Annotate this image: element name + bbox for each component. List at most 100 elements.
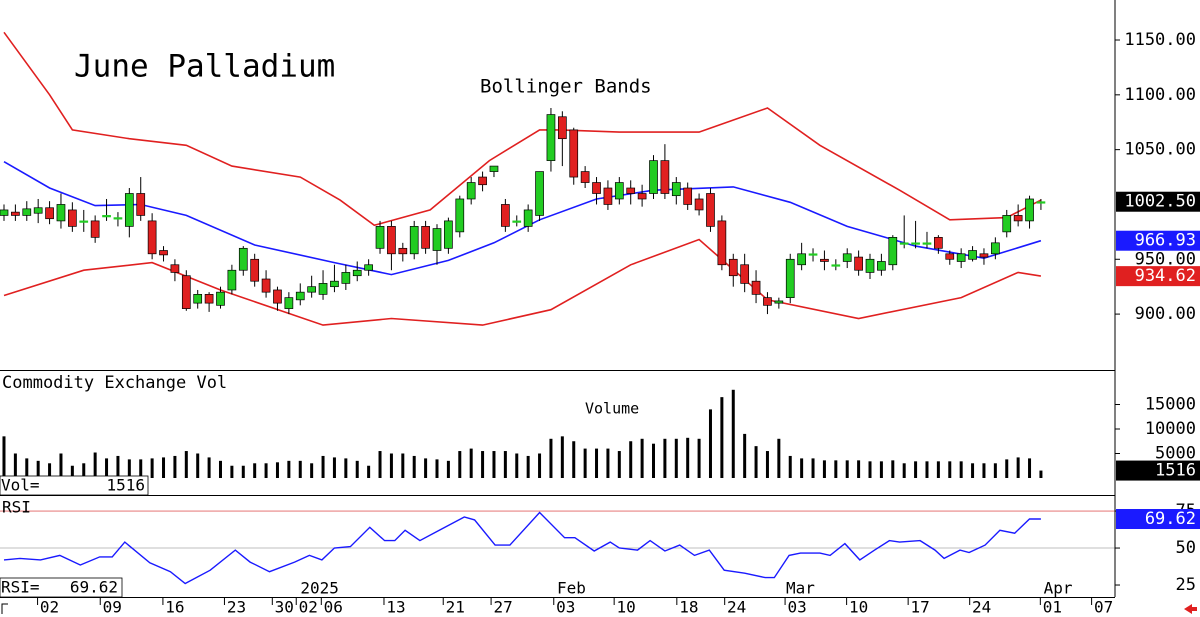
candle-body [11,211,20,216]
candle-body [808,253,818,256]
candle-body [797,253,806,266]
candle-body [1002,215,1012,233]
readout-name: Vol= [1,476,40,495]
volume-bar [298,460,302,478]
y-tick-label: 900.00 [1135,304,1196,324]
y-tick-label: 10000 [1145,419,1196,439]
candle-body [250,258,260,282]
volume-bar [105,458,109,478]
candle-body [877,261,886,271]
volume-bar [367,465,371,478]
scroll-arrow [1184,604,1197,614]
volume-bar [492,451,496,478]
volume-bar [731,389,735,478]
volume-bar [754,446,758,478]
candle-body [1013,215,1023,222]
candle-body [991,242,1000,255]
candle-body [785,258,795,298]
candle-body [204,294,214,304]
volume-bar [971,463,975,478]
volume-bar [674,438,678,478]
volume-bar [253,463,257,478]
volume-bar [777,438,781,478]
candle-body [33,207,43,214]
candle-body [751,280,761,295]
volume-bar [458,451,462,478]
candle-body [227,269,237,291]
candle-body [501,204,510,227]
y-tick-label: 15000 [1145,394,1196,414]
candle-body [888,236,898,266]
x-tick-label: 07 [1094,598,1113,617]
volume-bar [936,461,940,478]
volume-bar [139,459,143,478]
candle-body [842,253,852,262]
volume-bar [822,460,826,478]
y-tick-label: 25 [1176,575,1196,595]
volume-bar [948,461,952,478]
volume-bar [526,455,530,478]
candle-body [193,294,203,304]
band-line [3,31,1042,227]
candle-body [546,114,556,161]
candle-body [216,291,225,306]
candle-body [592,182,601,194]
candle-body [603,187,613,205]
candle-body [922,242,932,245]
volume-bar [868,461,872,478]
candle-body [580,171,590,183]
candle-body [683,187,693,205]
x-tick-label: 10 [849,598,868,617]
candle-body [159,250,168,256]
candle-body [1036,201,1046,204]
candle-body [147,220,157,255]
candle-body [136,193,146,216]
readout-box [0,475,149,496]
volume-bar [891,460,895,478]
volume-bar [914,461,918,478]
volume-bar [412,455,416,478]
volume-bar [720,397,724,478]
candle-body [398,247,408,255]
volume-bar [264,463,268,478]
band-box [1116,230,1200,251]
candle-body [626,187,636,194]
volume-bar [686,437,690,478]
candle-body [432,228,442,251]
candle-body [330,280,339,288]
volume-bar [708,409,712,478]
candle-body [181,275,191,309]
corner-mark [1,603,8,614]
volume-bar [743,433,747,478]
candle-body [307,286,317,293]
volume-bar [25,458,29,478]
volume-bar [993,463,997,478]
candle-body [170,264,180,273]
candle-body [68,209,77,227]
volume-bar [378,451,382,478]
x-tick-label: 23 [227,598,246,617]
month-label: Mar [786,579,815,598]
volume-bar [800,458,804,478]
volume-bar [857,460,861,478]
candle-body [478,176,487,186]
month-label: Apr [1044,579,1073,598]
panel-title: Commodity Exchange Vol [2,373,227,393]
volume-bar [902,463,906,478]
candle-body [284,297,294,309]
candle-body [728,258,738,277]
volume-bar [150,458,154,478]
volume-bar [925,461,929,478]
candle-body [455,198,465,233]
volume-bar [162,457,166,478]
candle-body [706,193,715,227]
candle-body [717,220,727,266]
candle-body [671,182,681,197]
candle-body [660,160,670,194]
candle-body [820,258,829,262]
candle-body [387,226,396,255]
candle-body [238,247,248,271]
volume-bar [82,463,86,478]
candle-body [535,171,544,216]
